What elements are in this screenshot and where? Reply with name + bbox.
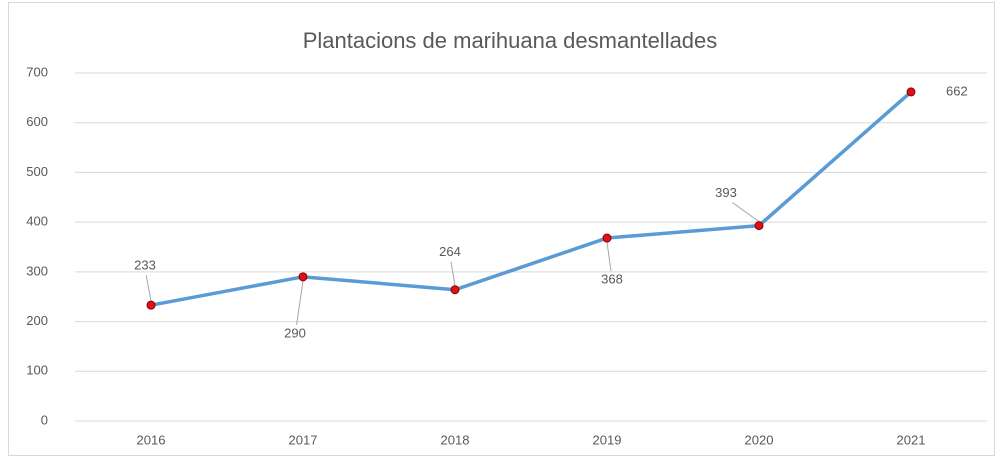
leader-line <box>450 261 456 286</box>
data-label: 233 <box>134 258 156 273</box>
data-label: 662 <box>946 83 968 98</box>
leader-line <box>145 275 152 302</box>
x-tick-label: 2021 <box>897 432 926 447</box>
marker <box>602 233 612 243</box>
leader-line <box>606 241 612 272</box>
y-tick-label: 500 <box>26 164 48 179</box>
x-tick-label: 2019 <box>593 432 622 447</box>
data-label: 264 <box>439 244 461 259</box>
chart-title: Plantacions de marihuana desmantellades <box>303 28 718 53</box>
y-tick-label: 200 <box>26 313 48 328</box>
marker <box>298 272 308 282</box>
data-label: 290 <box>284 325 306 340</box>
y-tick-label: 700 <box>26 64 48 79</box>
data-label: 368 <box>601 271 623 286</box>
marker <box>146 300 156 310</box>
y-tick-label: 300 <box>26 263 48 278</box>
x-tick-label: 2018 <box>441 432 470 447</box>
data-label: 393 <box>715 185 737 200</box>
leader-line <box>732 202 760 223</box>
data-line <box>150 90 913 307</box>
y-tick-label: 100 <box>26 363 48 378</box>
y-tick-label: 400 <box>26 214 48 229</box>
marker <box>906 87 916 97</box>
marker <box>754 221 764 231</box>
x-tick-label: 2020 <box>745 432 774 447</box>
x-tick-label: 2017 <box>289 432 318 447</box>
x-tick-label: 2016 <box>137 432 166 447</box>
leader-line <box>296 280 304 325</box>
chart-frame <box>8 2 995 456</box>
y-tick-label: 0 <box>41 412 48 427</box>
y-tick-label: 600 <box>26 114 48 129</box>
marker <box>450 285 460 295</box>
